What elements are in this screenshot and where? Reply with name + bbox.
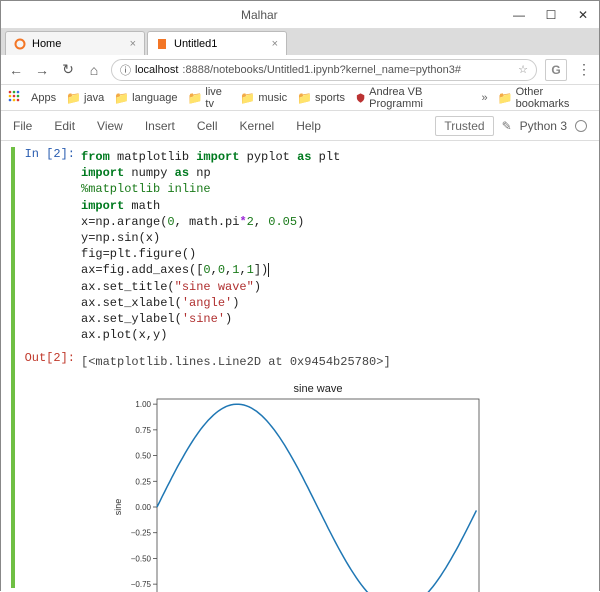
svg-text:0.75: 0.75 [135,426,151,435]
menu-edit[interactable]: Edit [54,119,75,133]
svg-text:−0.25: −0.25 [131,529,152,538]
svg-text:0.25: 0.25 [135,478,151,487]
bookmark-java[interactable]: 📁java [66,91,104,105]
folder-icon: 📁 [114,91,129,105]
close-button[interactable]: ✕ [567,3,599,27]
svg-text:−0.50: −0.50 [131,555,152,564]
kernel-status-icon [575,120,587,132]
forward-button[interactable]: → [33,62,51,78]
shield-icon [355,92,366,104]
folder-icon: 📁 [240,91,255,105]
code-cell[interactable]: In [2]: from matplotlib import pyplot as… [19,147,589,592]
close-icon[interactable]: × [130,38,136,50]
menu-insert[interactable]: Insert [145,119,175,133]
plot-output: sine wave−1.00−0.75−0.50−0.250.000.250.5… [109,377,589,592]
code-input[interactable]: from matplotlib import pyplot as plt imp… [81,147,340,345]
back-button[interactable]: ← [7,62,25,78]
kernel-label: Python 3 [520,119,567,133]
bookmark-sports[interactable]: 📁sports [297,91,345,105]
folder-icon: 📁 [66,91,81,105]
window-titlebar: Malhar — ☐ ✕ [1,1,599,29]
browser-tabstrip: Home × Untitled1 × [1,29,599,55]
bookmark-livetv[interactable]: 📁live tv [187,86,230,110]
tab-home[interactable]: Home × [5,31,145,55]
svg-text:sine: sine [113,499,123,516]
reload-button[interactable]: ↻ [59,61,77,78]
jupyter-icon [14,38,26,50]
input-prompt: In [2]: [19,147,81,161]
svg-text:sine wave: sine wave [294,383,343,395]
output-prompt: Out[2]: [19,351,81,365]
folder-icon: 📁 [498,91,513,105]
svg-text:−0.75: −0.75 [131,580,152,589]
tab-label: Untitled1 [174,38,217,50]
close-icon[interactable]: × [272,38,278,50]
tab-untitled1[interactable]: Untitled1 × [147,31,287,55]
edit-icon[interactable]: ✎ [502,119,512,133]
tab-label: Home [32,38,61,50]
folder-icon: 📁 [297,91,312,105]
svg-text:0.00: 0.00 [135,503,151,512]
apps-label[interactable]: Apps [31,92,56,104]
overflow-button[interactable]: » [482,92,488,104]
maximize-button[interactable]: ☐ [535,3,567,27]
browser-toolbar: ← → ↻ ⌂ ⓘ localhost :8888/notebooks/Untit… [1,55,599,85]
menu-help[interactable]: Help [296,119,321,133]
star-icon[interactable]: ☆ [518,63,528,76]
menu-kernel[interactable]: Kernel [240,119,275,133]
output-text: [<matplotlib.lines.Line2D at 0x9454b2578… [81,351,391,377]
address-bar[interactable]: ⓘ localhost :8888/notebooks/Untitled1.ipy… [111,59,537,81]
menu-button[interactable]: ⋮ [575,61,593,78]
info-icon: ⓘ [120,62,131,78]
bookmarks-bar: Apps 📁java 📁language 📁live tv 📁music 📁sp… [1,85,599,111]
jupyter-menubar: File Edit View Insert Cell Kernel Help T… [1,111,599,141]
search-engine-button[interactable]: G [545,59,567,81]
notebook-area[interactable]: In [2]: from matplotlib import pyplot as… [1,141,599,592]
trusted-badge[interactable]: Trusted [435,116,493,136]
home-button[interactable]: ⌂ [85,62,103,78]
apps-icon[interactable] [7,89,21,106]
sine-wave-chart: sine wave−1.00−0.75−0.50−0.250.000.250.5… [109,377,489,592]
menu-file[interactable]: File [13,119,32,133]
folder-icon: 📁 [187,91,202,105]
bookmark-language[interactable]: 📁language [114,91,177,105]
menu-cell[interactable]: Cell [197,119,218,133]
svg-text:1.00: 1.00 [135,400,151,409]
url-rest: :8888/notebooks/Untitled1.ipynb?kernel_n… [182,64,461,76]
notebook-icon [156,38,168,50]
menu-view[interactable]: View [97,119,123,133]
bookmark-andrea[interactable]: Andrea VB Programmi [355,86,472,110]
other-bookmarks[interactable]: 📁Other bookmarks [498,86,593,110]
minimize-button[interactable]: — [503,3,535,27]
window-title: Malhar [241,8,278,22]
cell-selection-bar [11,147,15,588]
bookmark-music[interactable]: 📁music [240,91,287,105]
url-host: localhost [135,64,178,76]
svg-text:0.50: 0.50 [135,452,151,461]
